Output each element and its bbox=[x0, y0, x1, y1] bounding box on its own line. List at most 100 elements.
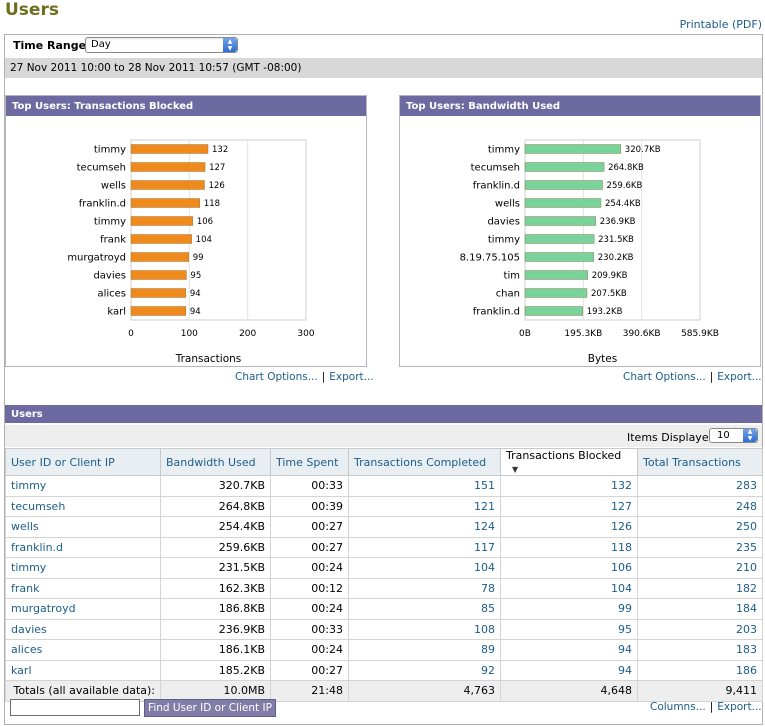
transaction-count-link[interactable]: 182 bbox=[637, 577, 763, 599]
value-label: 259.6KB bbox=[607, 181, 643, 191]
tick-label: 195.3KB bbox=[564, 329, 602, 339]
items-displayed-select[interactable]: 10 ▲ ▼ bbox=[709, 428, 758, 443]
transaction-count-link[interactable]: 210 bbox=[637, 557, 763, 579]
transaction-count-link[interactable]: 117 bbox=[348, 536, 501, 558]
axis-label: Bytes bbox=[588, 353, 617, 365]
bar bbox=[130, 198, 201, 208]
sort-descending-icon: ▼ bbox=[512, 465, 519, 474]
transaction-count-link[interactable]: 89 bbox=[348, 639, 501, 661]
axis-label: Transactions bbox=[175, 353, 242, 365]
transaction-count-link[interactable]: 106 bbox=[500, 557, 638, 579]
transaction-count-link[interactable]: 132 bbox=[500, 475, 638, 497]
tick-label: 0B bbox=[519, 329, 531, 339]
table-header-row: User ID or Client IP Bandwidth Used Time S… bbox=[5, 448, 763, 476]
column-header[interactable]: Bandwidth Used bbox=[160, 448, 271, 476]
up-down-arrows-icon: ▲ ▼ bbox=[223, 38, 237, 52]
transaction-count-link[interactable]: 118 bbox=[500, 536, 638, 558]
value-label: 264.8KB bbox=[608, 163, 644, 173]
category-label: timmy bbox=[94, 145, 126, 156]
columns-link[interactable]: Columns... bbox=[650, 701, 706, 713]
page-title: Users bbox=[5, 0, 59, 20]
table-row: frank 162.3KB 00:12 78 104 182 bbox=[5, 577, 763, 599]
column-header[interactable]: Transactions Blocked ▼ bbox=[500, 448, 638, 476]
transaction-count-link[interactable]: 108 bbox=[348, 618, 501, 640]
transaction-count-link[interactable]: 94 bbox=[500, 659, 638, 681]
table-cell: 00:24 bbox=[270, 639, 349, 661]
tick-label: 390.6KB bbox=[623, 329, 661, 339]
column-header[interactable]: Transactions Completed bbox=[348, 448, 501, 476]
column-header[interactable]: Time Spent bbox=[270, 448, 349, 476]
chart-export-link[interactable]: Export... bbox=[717, 371, 762, 383]
link-separator: | bbox=[709, 701, 714, 713]
bar bbox=[130, 288, 187, 298]
bar bbox=[130, 252, 189, 262]
transaction-count-link[interactable]: 283 bbox=[637, 475, 763, 497]
transaction-count-link[interactable]: 94 bbox=[500, 639, 638, 661]
find-user-button[interactable]: Find User ID or Client IP bbox=[144, 699, 276, 717]
time-range-row: Time Range: Day ▲ ▼ bbox=[5, 35, 762, 57]
transaction-count-link[interactable]: 85 bbox=[348, 598, 501, 620]
column-header-label: Time Spent bbox=[276, 455, 339, 469]
user-id-link[interactable]: karl bbox=[5, 659, 161, 681]
chart-options-link[interactable]: Chart Options... bbox=[623, 371, 706, 383]
transaction-count-link[interactable]: 92 bbox=[348, 659, 501, 681]
transaction-count-link[interactable]: 184 bbox=[637, 598, 763, 620]
transaction-count-link[interactable]: 127 bbox=[500, 495, 638, 517]
table-row: davies 236.9KB 00:33 108 95 203 bbox=[5, 618, 763, 640]
column-header-label: Total Transactions bbox=[643, 455, 741, 469]
table-export-link[interactable]: Export... bbox=[717, 701, 762, 713]
user-id-link[interactable]: wells bbox=[5, 516, 161, 538]
totals-row: Totals (all available data): 10.0MB 21:48 4… bbox=[5, 680, 763, 702]
category-label: chan bbox=[496, 289, 520, 300]
tick-label: 0 bbox=[128, 329, 134, 339]
time-range-select[interactable]: Day ▲ ▼ bbox=[85, 37, 238, 53]
user-id-link[interactable]: timmy bbox=[5, 475, 161, 497]
transaction-count-link[interactable]: 104 bbox=[348, 557, 501, 579]
table-cell: 00:27 bbox=[270, 536, 349, 558]
transaction-count-link[interactable]: 78 bbox=[348, 577, 501, 599]
table-cell: 00:27 bbox=[270, 659, 349, 681]
user-id-link[interactable]: murgatroyd bbox=[5, 598, 161, 620]
column-header[interactable]: User ID or Client IP bbox=[5, 448, 161, 476]
value-label: 132 bbox=[212, 145, 228, 155]
user-id-link[interactable]: franklin.d bbox=[5, 536, 161, 558]
table-cell: 259.6KB bbox=[160, 536, 271, 558]
value-label: 94 bbox=[190, 289, 201, 299]
category-label: timmy bbox=[488, 235, 520, 246]
bar bbox=[130, 306, 187, 316]
transaction-count-link[interactable]: 151 bbox=[348, 475, 501, 497]
transaction-count-link[interactable]: 250 bbox=[637, 516, 763, 538]
transaction-count-link[interactable]: 248 bbox=[637, 495, 763, 517]
user-id-link[interactable]: alices bbox=[5, 639, 161, 661]
column-header[interactable]: Total Transactions bbox=[637, 448, 763, 476]
transaction-count-link[interactable]: 121 bbox=[348, 495, 501, 517]
totals-cell: 4,648 bbox=[500, 680, 638, 702]
transaction-count-link[interactable]: 95 bbox=[500, 618, 638, 640]
value-label: 230.2KB bbox=[598, 253, 634, 263]
chart-export-link[interactable]: Export... bbox=[329, 371, 374, 383]
user-id-link[interactable]: tecumseh bbox=[5, 495, 161, 517]
table-cell: 00:24 bbox=[270, 557, 349, 579]
link-separator: | bbox=[709, 371, 714, 383]
find-user-input[interactable] bbox=[10, 699, 140, 716]
transaction-count-link[interactable]: 99 bbox=[500, 598, 638, 620]
table-row: alices 186.1KB 00:24 89 94 183 bbox=[5, 639, 763, 661]
chart-options-link[interactable]: Chart Options... bbox=[235, 371, 318, 383]
table-cell: 236.9KB bbox=[160, 618, 271, 640]
value-label: 207.5KB bbox=[591, 289, 627, 299]
printable-pdf-link[interactable]: Printable (PDF) bbox=[679, 18, 762, 31]
category-label: 8.19.75.105 bbox=[460, 253, 520, 264]
transaction-count-link[interactable]: 186 bbox=[637, 659, 763, 681]
user-id-link[interactable]: timmy bbox=[5, 557, 161, 579]
bar bbox=[130, 144, 209, 154]
user-id-link[interactable]: frank bbox=[5, 577, 161, 599]
transaction-count-link[interactable]: 235 bbox=[637, 536, 763, 558]
transaction-count-link[interactable]: 183 bbox=[637, 639, 763, 661]
transaction-count-link[interactable]: 203 bbox=[637, 618, 763, 640]
user-id-link[interactable]: davies bbox=[5, 618, 161, 640]
bandwidth-used-chart: 0B 195.3KB 390.6KB 585.9KB timmy 320.7KB tecum… bbox=[460, 139, 719, 365]
transaction-count-link[interactable]: 126 bbox=[500, 516, 638, 538]
transaction-count-link[interactable]: 104 bbox=[500, 577, 638, 599]
transaction-count-link[interactable]: 124 bbox=[348, 516, 501, 538]
up-down-arrows-icon: ▲ ▼ bbox=[743, 428, 757, 442]
